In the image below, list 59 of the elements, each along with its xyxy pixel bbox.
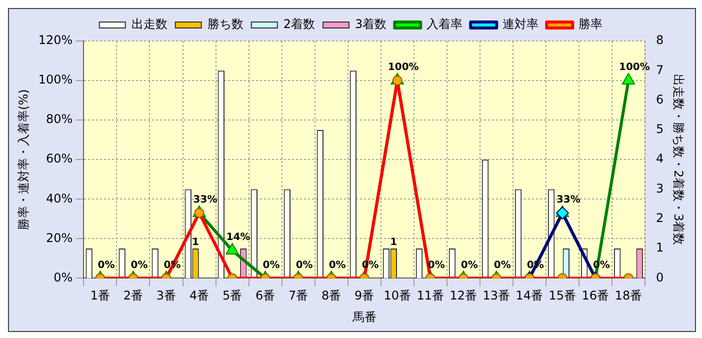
x-tick-label: 15番 (548, 288, 576, 303)
x-tick-label: 8番 (322, 288, 342, 303)
x-tick-label: 18番 (614, 288, 642, 303)
legend-label: 入着率 (426, 17, 463, 32)
point (622, 73, 636, 85)
y2-tick-label: 6 (656, 92, 664, 106)
x-tick-label: 9番 (354, 288, 374, 303)
y-tick-label: 0% (54, 270, 73, 284)
data-label: 33% (193, 194, 218, 206)
y-tick-label: 120% (38, 33, 73, 48)
data-label: 1 (192, 237, 200, 248)
data-label: 0% (494, 260, 511, 271)
y2-tick-label: 2 (656, 211, 664, 226)
x-tick-label: 10番 (384, 288, 411, 303)
x-tick-label: 11番 (416, 288, 444, 303)
x-tick-label: 7番 (288, 288, 308, 303)
y2-tick-label: 3 (656, 181, 664, 196)
point (226, 243, 239, 255)
data-label: 0% (130, 260, 148, 271)
y-tick-label: 20% (46, 230, 73, 245)
x-tick-label: 14番 (516, 288, 544, 303)
data-label: 0% (460, 260, 478, 271)
x-tick-label: 5番 (222, 288, 242, 303)
data-label: 0% (262, 260, 280, 271)
y2-tick-label: 0 (656, 270, 664, 284)
legend-label: 3着数 (355, 17, 387, 32)
y2-tick-label: 4 (656, 152, 664, 166)
data-label: 100% (388, 62, 419, 74)
y-tick-label: 100% (38, 72, 73, 87)
x-tick-label: 4番 (189, 288, 210, 303)
y2-tick-label: 8 (656, 33, 664, 48)
y-tick-label: 60% (46, 152, 73, 166)
y-axis-title: 勝率・連対率・入着率(%) (16, 89, 30, 230)
x-tick-label: 6番 (255, 288, 276, 303)
legend-label: 連対率 (502, 17, 539, 32)
legend-label: 勝ち数 (207, 17, 244, 32)
y2-axis-title: 出走数・勝ち数・2着数・3着数 (672, 74, 686, 246)
data-label: 33% (556, 194, 580, 206)
x-tick-label: 3番 (156, 288, 176, 303)
legend-label: 出走数 (131, 17, 168, 32)
x-tick-label: 1番 (90, 288, 110, 303)
x-tick-label: 13番 (482, 288, 510, 303)
y2-tick-label: 5 (656, 122, 664, 136)
x-axis-title: 馬番 (351, 310, 376, 324)
y2-tick-label: 7 (656, 62, 664, 77)
y-tick-label: 80% (46, 112, 73, 126)
data-label: 0% (328, 260, 346, 271)
data-label: 0% (98, 260, 115, 271)
data-label: 100% (619, 62, 650, 74)
x-tick-label: 12番 (450, 288, 478, 303)
x-tick-label: 16番 (582, 288, 610, 303)
data-label: 0% (296, 260, 313, 271)
legend-label: 勝率 (578, 17, 603, 32)
y2-tick-label: 1 (656, 240, 664, 255)
data-label: 14% (226, 232, 250, 244)
y-tick-label: 40% (46, 191, 73, 206)
data-label: 1 (390, 237, 398, 248)
legend-label: 2着数 (283, 17, 316, 32)
x-tick-label: 2番 (123, 288, 144, 303)
